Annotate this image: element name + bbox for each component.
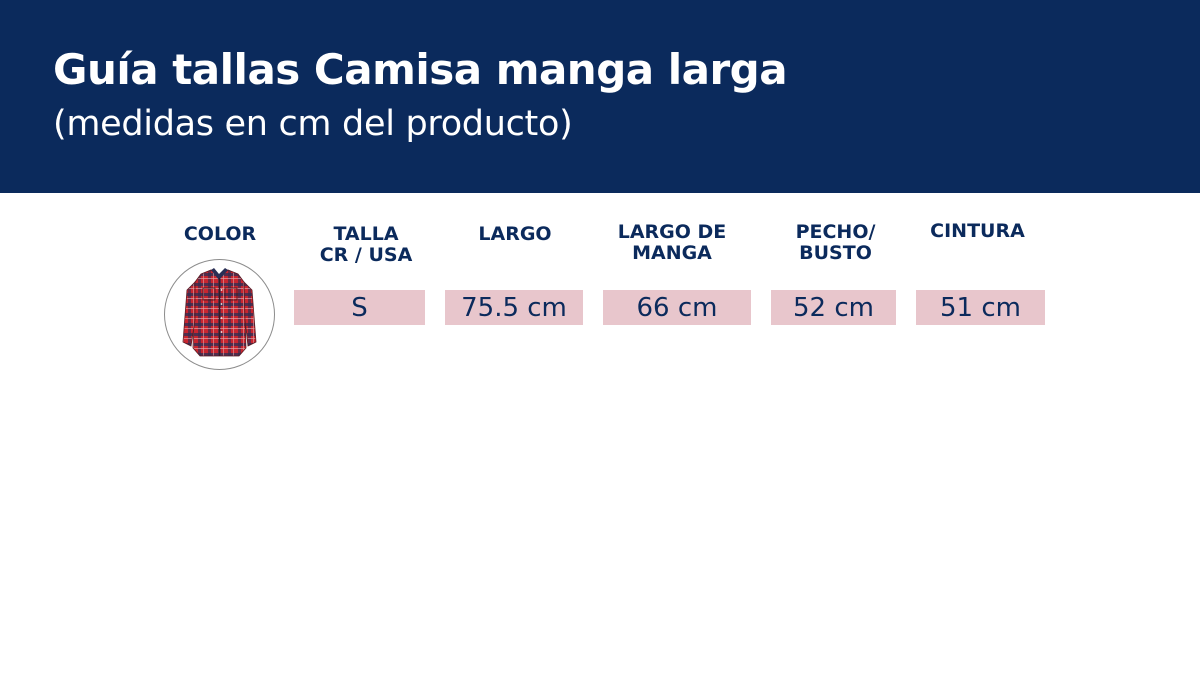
- header-banner: Guía tallas Camisa manga larga (medidas …: [0, 0, 1200, 193]
- header-largo: LARGO: [478, 223, 552, 245]
- cell-largo-manga: 66 cm: [603, 290, 751, 325]
- red-plaid-shirt-icon: [164, 259, 275, 370]
- header-pecho: PECHO/ BUSTO: [795, 221, 876, 264]
- header-talla: TALLA CR / USA: [319, 223, 413, 266]
- cell-cintura: 51 cm: [916, 290, 1045, 325]
- header-largo-manga: LARGO DE MANGA: [617, 221, 727, 264]
- cell-largo: 75.5 cm: [445, 290, 583, 325]
- cell-talla: S: [294, 290, 425, 325]
- page-subtitle: (medidas en cm del producto): [53, 104, 573, 144]
- cell-pecho: 52 cm: [771, 290, 896, 325]
- header-cintura: CINTURA: [930, 220, 1025, 242]
- page-title: Guía tallas Camisa manga larga: [53, 45, 788, 94]
- header-color: COLOR: [183, 223, 257, 245]
